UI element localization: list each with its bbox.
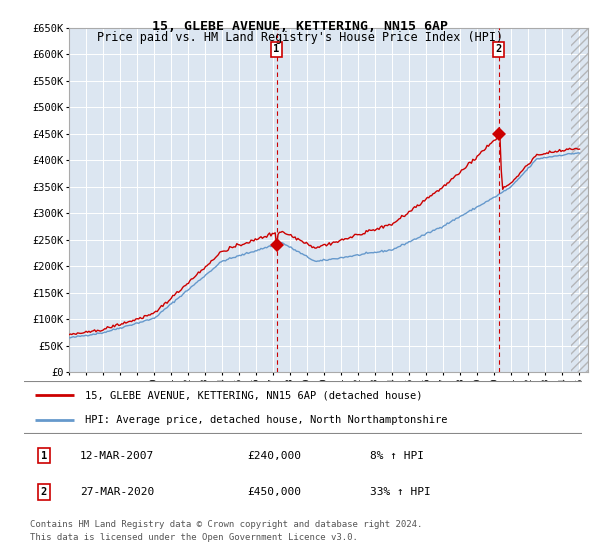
Text: Contains HM Land Registry data © Crown copyright and database right 2024.
This d: Contains HM Land Registry data © Crown c… <box>29 520 422 542</box>
FancyBboxPatch shape <box>21 381 584 433</box>
Bar <box>571 28 600 372</box>
Text: £450,000: £450,000 <box>247 487 301 497</box>
Text: £240,000: £240,000 <box>247 451 301 461</box>
Text: 27-MAR-2020: 27-MAR-2020 <box>80 487 154 497</box>
Text: 33% ↑ HPI: 33% ↑ HPI <box>370 487 431 497</box>
Text: 8% ↑ HPI: 8% ↑ HPI <box>370 451 424 461</box>
Text: 15, GLEBE AVENUE, KETTERING, NN15 6AP (detached house): 15, GLEBE AVENUE, KETTERING, NN15 6AP (d… <box>85 390 423 400</box>
Text: 15, GLEBE AVENUE, KETTERING, NN15 6AP: 15, GLEBE AVENUE, KETTERING, NN15 6AP <box>152 20 448 32</box>
Text: Price paid vs. HM Land Registry's House Price Index (HPI): Price paid vs. HM Land Registry's House … <box>97 31 503 44</box>
Text: HPI: Average price, detached house, North Northamptonshire: HPI: Average price, detached house, Nort… <box>85 414 448 424</box>
Text: 12-MAR-2007: 12-MAR-2007 <box>80 451 154 461</box>
Text: 1: 1 <box>274 44 280 54</box>
Bar <box>571 28 596 372</box>
Text: 1: 1 <box>41 451 47 461</box>
Text: 2: 2 <box>41 487 47 497</box>
Text: 2: 2 <box>496 44 502 54</box>
